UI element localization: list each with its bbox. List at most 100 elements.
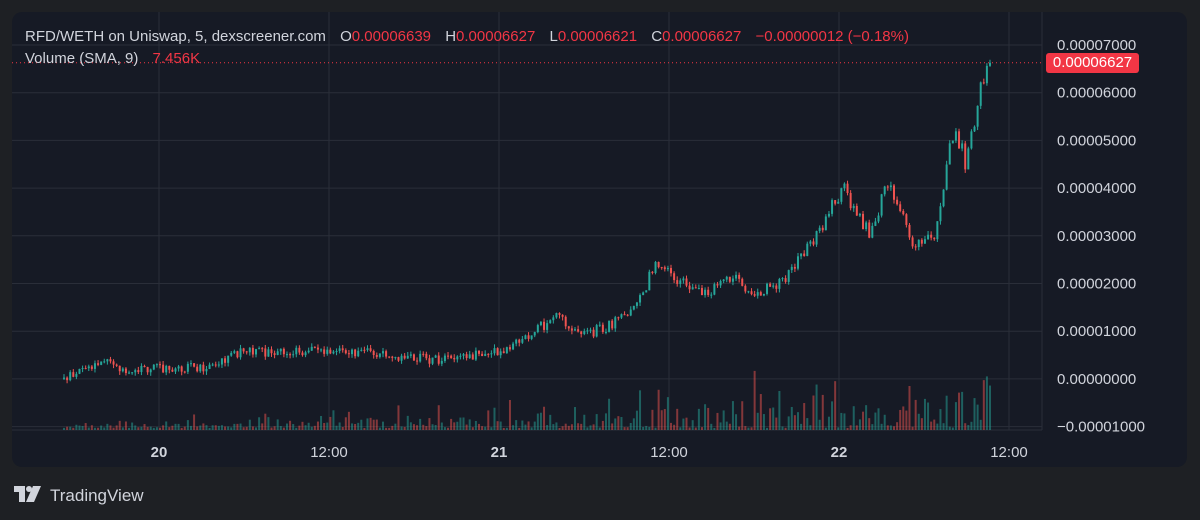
volume-bar [196,426,199,430]
volume-bar [697,408,700,430]
volume-bar [378,427,381,430]
candle-body [654,261,657,273]
candle-body [642,292,645,296]
volume-bar [651,409,654,430]
candle-body [224,358,227,363]
candle-body [477,350,480,354]
candle-body [778,278,781,289]
volume-bar [626,427,629,430]
candle-body [877,215,880,222]
volume-bar [552,424,555,430]
volume-bar [608,398,611,430]
volume-bar [676,408,679,430]
candle-body [694,287,697,289]
candle-body [505,347,508,354]
candle-body [945,164,948,190]
volume-bar [289,420,292,430]
candle-body [360,349,363,351]
price-chart[interactable]: 0.00007000 0.00006000 0.00005000 0.00004000… [12,12,1187,467]
volume-bar [416,425,419,430]
candle-body [753,294,756,296]
candle-body [465,354,468,359]
volume-bar [313,425,316,430]
candle-body [896,199,899,205]
candle-body [951,140,954,144]
volume-bar [549,414,552,430]
time-axis[interactable]: 20 12:00 21 12:00 22 12:00 [151,444,1028,461]
volume-bar [920,418,923,430]
volume-bar [639,390,642,430]
volume-bar [815,384,818,430]
volume-bar [310,426,313,430]
candle-body [236,351,239,358]
volume-row: Volume (SMA, 9) 7.456K [25,48,909,70]
volume-bar [131,422,134,430]
candle-body [809,241,812,244]
candle-body [939,206,942,222]
volume-bar [787,416,790,430]
tradingview-logo-icon[interactable] [14,485,44,507]
candle-body [462,354,465,356]
volume-bar [518,427,521,430]
volume-bar [927,402,930,430]
volume-bar [344,417,347,430]
candle-body [533,332,536,336]
volume-bar [914,399,917,430]
volume-bar [524,424,527,430]
volume-bar [595,414,598,430]
candle-body [958,131,961,149]
volume-bar [905,410,908,430]
symbol-title[interactable]: RFD/WETH on Uniswap, 5, dexscreener.com [25,28,326,45]
candle-body [639,295,642,303]
volume-bar [227,426,230,430]
candle-body [840,188,843,202]
brand-name[interactable]: TradingView [50,486,144,505]
candle-body [942,189,945,207]
candle-body [574,329,577,331]
candle-body [121,368,124,372]
volume-bar [865,405,868,430]
volume-bar [868,418,871,430]
volume-bar [397,405,400,430]
candle-body [728,276,731,282]
candle-body [304,352,307,356]
candle-body [660,267,663,269]
candle-body [419,353,422,362]
chart-panel[interactable]: 0.00007000 0.00006000 0.00005000 0.00004000… [12,12,1187,467]
candle-body [341,348,344,351]
volume-bar [710,423,713,430]
volume-bar [100,425,103,430]
volume-bar [505,427,508,430]
volume-bar [580,423,583,430]
volume-bar [307,422,310,430]
volume-bar [124,421,127,430]
candle-body [635,302,638,306]
volume-bar [137,427,140,430]
candle-body [735,274,738,279]
candle-body [434,355,437,358]
volume-bar [762,414,765,430]
volume-bar [202,423,205,430]
candle-body [282,348,285,355]
candle-body [862,213,865,230]
volume-bar [149,426,152,430]
volume-bar [818,419,821,430]
volume-bar [753,370,756,430]
candle-body [363,349,366,351]
volume-bar [66,426,69,430]
high-value: 0.00006627 [456,28,536,45]
volume-bar [694,427,697,430]
candle-body [124,368,127,374]
volume-label[interactable]: Volume (SMA, 9) [25,50,139,67]
candle-body [134,370,137,373]
x-tick-label: 21 [491,444,508,461]
volume-bar [152,427,155,430]
candle-body [177,366,180,369]
candle-body [93,363,96,369]
volume-bar [858,419,861,430]
candle-body [292,354,295,356]
candle-body [834,200,837,204]
price-axis[interactable]: 0.00007000 0.00006000 0.00005000 0.00004000… [1041,12,1145,436]
volume-bar [140,426,143,430]
candle-body [738,274,741,279]
